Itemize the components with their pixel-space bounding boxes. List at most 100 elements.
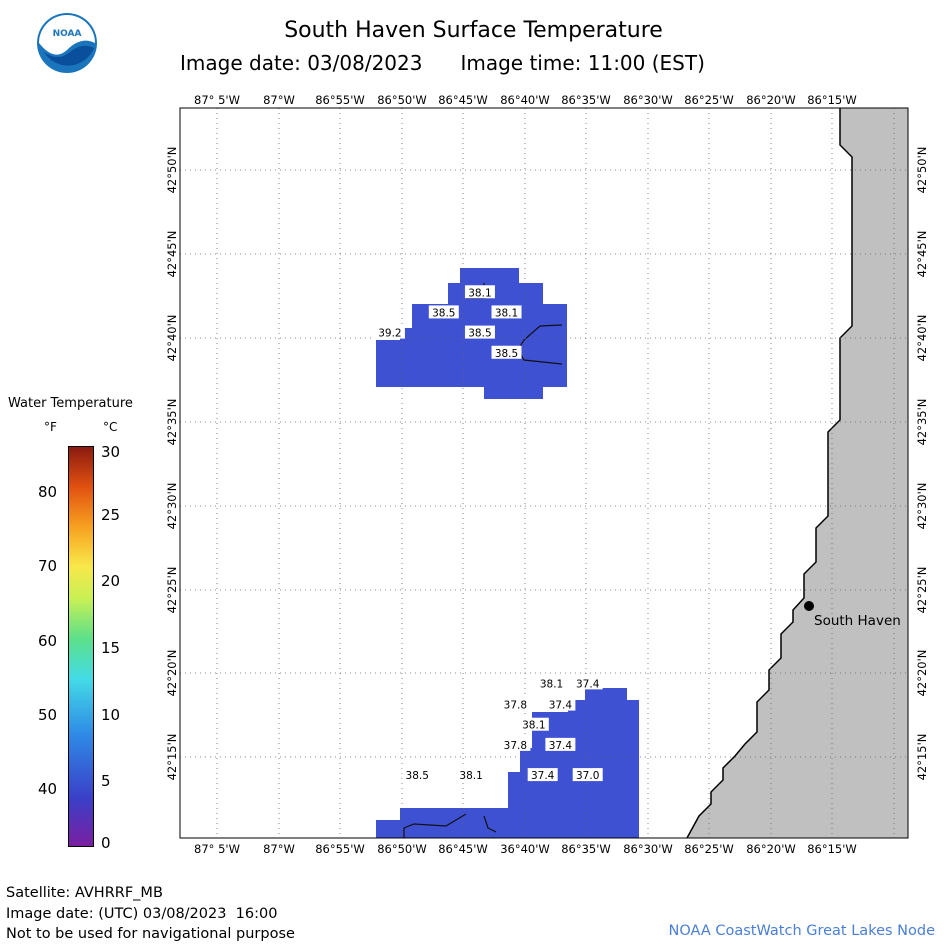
lon-label-bottom: 87°W [263,842,295,856]
lon-label-bottom: 86°20'W [746,842,796,856]
temperature-label: 38.1 [540,678,563,690]
legend-title: Water Temperature [8,396,133,411]
temperature-label: 37.4 [549,700,573,712]
temperature-label: 37.8 [504,740,527,752]
noaa-logo-text: NOAA [53,29,82,39]
map-area: 38.1 38.5 38.1 39.2 38.5 38.5 38.1 37.4 37.8 37.4… [180,108,908,838]
temperature-label: 37.8 [504,700,527,712]
legend-c-tick: 15 [101,639,121,657]
legend-c-tick: 10 [101,706,121,724]
image-time: Image time: 11:00 (EST) [460,51,705,75]
lon-label-top: 87° 5'W [194,93,240,107]
lat-label-right: 42°35'N [915,399,929,446]
temperature-label-bg [428,305,459,319]
lat-label-left: 42°45'N [165,231,179,278]
legend-f-tick: 70 [38,557,58,575]
legend-c-tick: 20 [101,572,121,590]
lat-label-left: 42°20'N [165,650,179,697]
temperature-label: 38.5 [406,770,429,782]
lon-label-top: 86°25'W [684,93,734,107]
map-frame [179,107,909,839]
temperature-label-bg [464,325,495,339]
lon-label-top: 86°45'W [438,93,488,107]
temperature-label-bg [536,676,567,690]
isotherm-line [403,813,467,838]
lat-label-left: 42°15'N [165,734,179,781]
legend-c-tick: 25 [101,506,121,524]
temperature-label: 37.4 [576,678,600,690]
lon-label-top: 86°35'W [561,93,611,107]
lon-label-bottom: 86°55'W [315,842,365,856]
lon-label-bottom: 86°35'W [561,842,611,856]
temperature-label: 38.1 [495,307,518,319]
image-date: Image date: 03/08/2023 [180,51,423,75]
temperature-label: 37.4 [531,770,555,782]
temperature-label-bg [527,768,558,782]
legend-unit-f: °F [44,420,57,434]
satellite-name: Satellite: AVHRRF_MB [6,885,163,901]
lon-label-bottom: 86°30'W [623,842,673,856]
lon-label-top: 86°40'W [500,93,550,107]
city-marker [804,601,814,611]
lat-label-right: 42°45'N [915,231,929,278]
temperature-label: 37.4 [549,740,573,752]
lat-label-left: 42°25'N [165,567,179,614]
temperature-label-bg [545,737,576,751]
city-label: South Haven [814,613,901,629]
lon-label-bottom: 87° 5'W [194,842,240,856]
page-title: South Haven Surface Temperature [284,18,663,43]
lon-label-top: 87°W [263,93,295,107]
temperature-label: 38.1 [459,770,482,782]
legend-f-tick: 80 [38,483,58,501]
temperature-label-bg [518,717,549,731]
utc-image-date: Image date: (UTC) 03/08/2023 16:00 [6,905,278,922]
temperature-label-bg [572,768,603,782]
lat-label-left: 42°50'N [165,147,179,194]
temperature-label-bg [464,285,495,299]
temperature-label-bg [402,768,433,782]
temperature-label-bg [456,768,487,782]
image-date-time: Image date: 03/08/2023 Image time: 11:00 … [180,51,743,75]
lat-label-left: 42°40'N [165,315,179,362]
temperature-label: 38.5 [468,328,491,340]
legend-unit-c: °C [103,420,118,434]
temperature-label: 37.0 [576,770,599,782]
isotherm-line [517,324,563,365]
credit-link[interactable]: NOAA CoastWatch Great Lakes Node [668,923,935,939]
lon-label-top: 86°55'W [315,93,365,107]
lon-label-top: 86°20'W [746,93,796,107]
lat-label-right: 42°25'N [915,567,929,614]
temperature-label: 38.5 [432,307,455,319]
temperature-label: 38.1 [522,720,545,732]
lon-label-top: 86°50'W [377,93,427,107]
noaa-logo-icon: NOAA [37,13,97,73]
lat-label-right: 42°15'N [915,734,929,781]
temperature-label-bg [491,345,522,359]
lon-label-top: 86°30'W [623,93,673,107]
temperature-label: 39.2 [378,328,401,340]
land-area [687,108,908,838]
temperature-label: 38.1 [468,287,491,299]
lon-label-bottom: 86°50'W [377,842,427,856]
legend-f-tick: 60 [38,632,58,650]
legend-c-tick: 5 [101,772,111,790]
disclaimer: Not to be used for navigational purpose [6,926,295,942]
legend-f-tick: 50 [38,706,58,724]
coastline [686,108,853,838]
lon-label-bottom: 86°15'W [807,842,857,856]
footer-info: Satellite: AVHRRF_MB Image date: (UTC) 0… [6,883,295,945]
lon-label-bottom: 36°40'W [500,842,550,856]
temperature-label-bg [500,697,531,711]
lat-label-right: 42°30'N [915,483,929,530]
legend-c-tick: 0 [101,834,111,852]
temperature-color-bar [68,446,94,847]
temperature-label-bg [545,697,576,711]
lon-label-bottom: 86°25'W [684,842,734,856]
temperature-label: 38.5 [495,348,518,360]
water-patch-south [376,688,639,838]
lat-label-left: 42°30'N [165,483,179,530]
temperature-label-bg [374,325,405,339]
lat-label-right: 42°40'N [915,315,929,362]
temperature-label-bg [572,676,603,690]
